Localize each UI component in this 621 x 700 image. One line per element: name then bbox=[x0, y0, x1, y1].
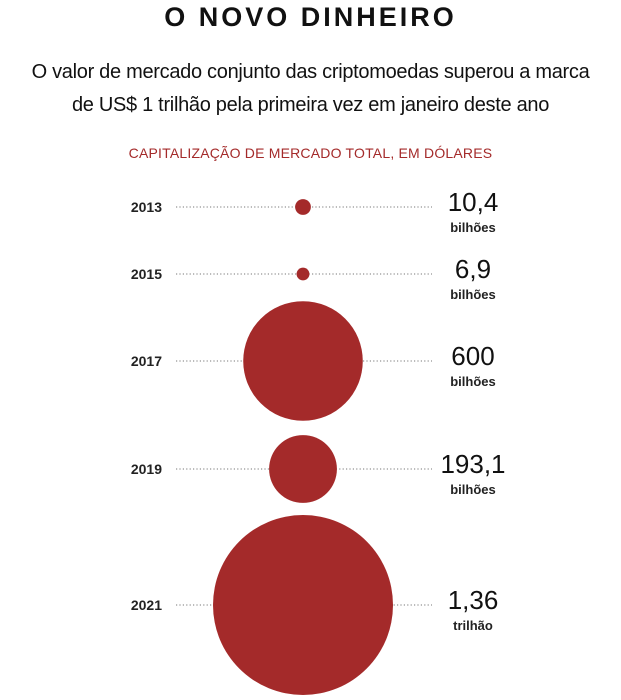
chart-subtitle: O valor de mercado conjunto das criptomo… bbox=[0, 56, 621, 122]
subtitle-line-1: O valor de mercado conjunto das criptomo… bbox=[31, 61, 590, 83]
bubble-2021 bbox=[213, 515, 393, 695]
unit-label-2013: bilhões bbox=[450, 220, 496, 235]
year-label-2019: 2019 bbox=[131, 461, 162, 477]
chart-measure-label: CAPITALIZAÇÃO DE MERCADO TOTAL, EM DÓLAR… bbox=[128, 145, 493, 161]
unit-label-2015: bilhões bbox=[450, 287, 496, 302]
value-label-2015: 6,9 bbox=[455, 254, 491, 284]
year-label-2013: 2013 bbox=[131, 199, 162, 215]
year-label-2015: 2015 bbox=[131, 266, 162, 282]
bubble-2017 bbox=[243, 301, 363, 421]
year-label-2017: 2017 bbox=[131, 353, 162, 369]
unit-label-2019: bilhões bbox=[450, 482, 496, 497]
chart-title: O NOVO DINHEIRO bbox=[164, 2, 457, 32]
value-label-2013: 10,4 bbox=[448, 187, 499, 217]
year-label-2021: 2021 bbox=[131, 597, 162, 613]
value-label-2021: 1,36 bbox=[448, 585, 499, 615]
unit-label-2017: bilhões bbox=[450, 374, 496, 389]
bubble-2015 bbox=[296, 267, 310, 281]
subtitle-line-2: de US$ 1 trilhão pela primeira vez em ja… bbox=[71, 94, 550, 116]
unit-label-2021: trilhão bbox=[453, 618, 493, 633]
value-label-2017: 600 bbox=[451, 341, 494, 371]
bubble-2019 bbox=[269, 435, 337, 503]
value-label-2019: 193,1 bbox=[440, 449, 505, 479]
bubble-2013 bbox=[295, 199, 311, 215]
